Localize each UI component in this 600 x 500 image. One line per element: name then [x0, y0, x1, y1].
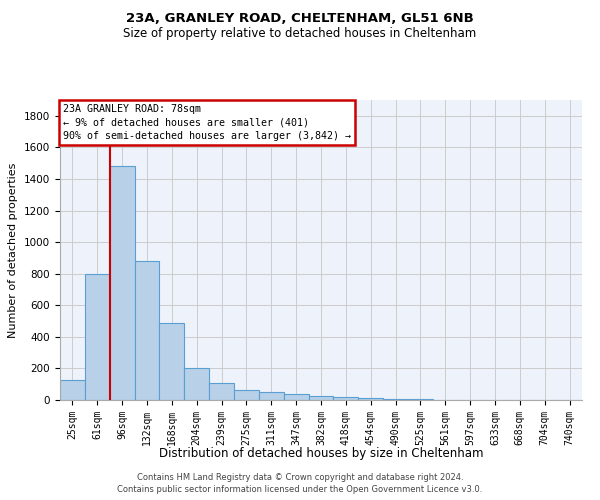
Bar [60, 380, 85, 400]
Bar [308, 396, 334, 400]
Bar [358, 398, 383, 400]
Text: Distribution of detached houses by size in Cheltenham: Distribution of detached houses by size … [159, 448, 483, 460]
Bar [259, 392, 284, 400]
Text: 23A, GRANLEY ROAD, CHELTENHAM, GL51 6NB: 23A, GRANLEY ROAD, CHELTENHAM, GL51 6NB [126, 12, 474, 26]
Text: Contains HM Land Registry data © Crown copyright and database right 2024.: Contains HM Land Registry data © Crown c… [137, 472, 463, 482]
Bar [234, 390, 259, 400]
Bar [209, 384, 234, 400]
Bar [383, 398, 408, 400]
Bar [85, 274, 110, 400]
Text: Contains public sector information licensed under the Open Government Licence v3: Contains public sector information licen… [118, 485, 482, 494]
Bar [408, 399, 433, 400]
Bar [184, 368, 209, 400]
Bar [160, 322, 184, 400]
Bar [284, 394, 308, 400]
Bar [110, 166, 134, 400]
Bar [134, 261, 160, 400]
Text: Size of property relative to detached houses in Cheltenham: Size of property relative to detached ho… [124, 28, 476, 40]
Y-axis label: Number of detached properties: Number of detached properties [8, 162, 19, 338]
Text: 23A GRANLEY ROAD: 78sqm
← 9% of detached houses are smaller (401)
90% of semi-de: 23A GRANLEY ROAD: 78sqm ← 9% of detached… [62, 104, 350, 141]
Bar [334, 397, 358, 400]
